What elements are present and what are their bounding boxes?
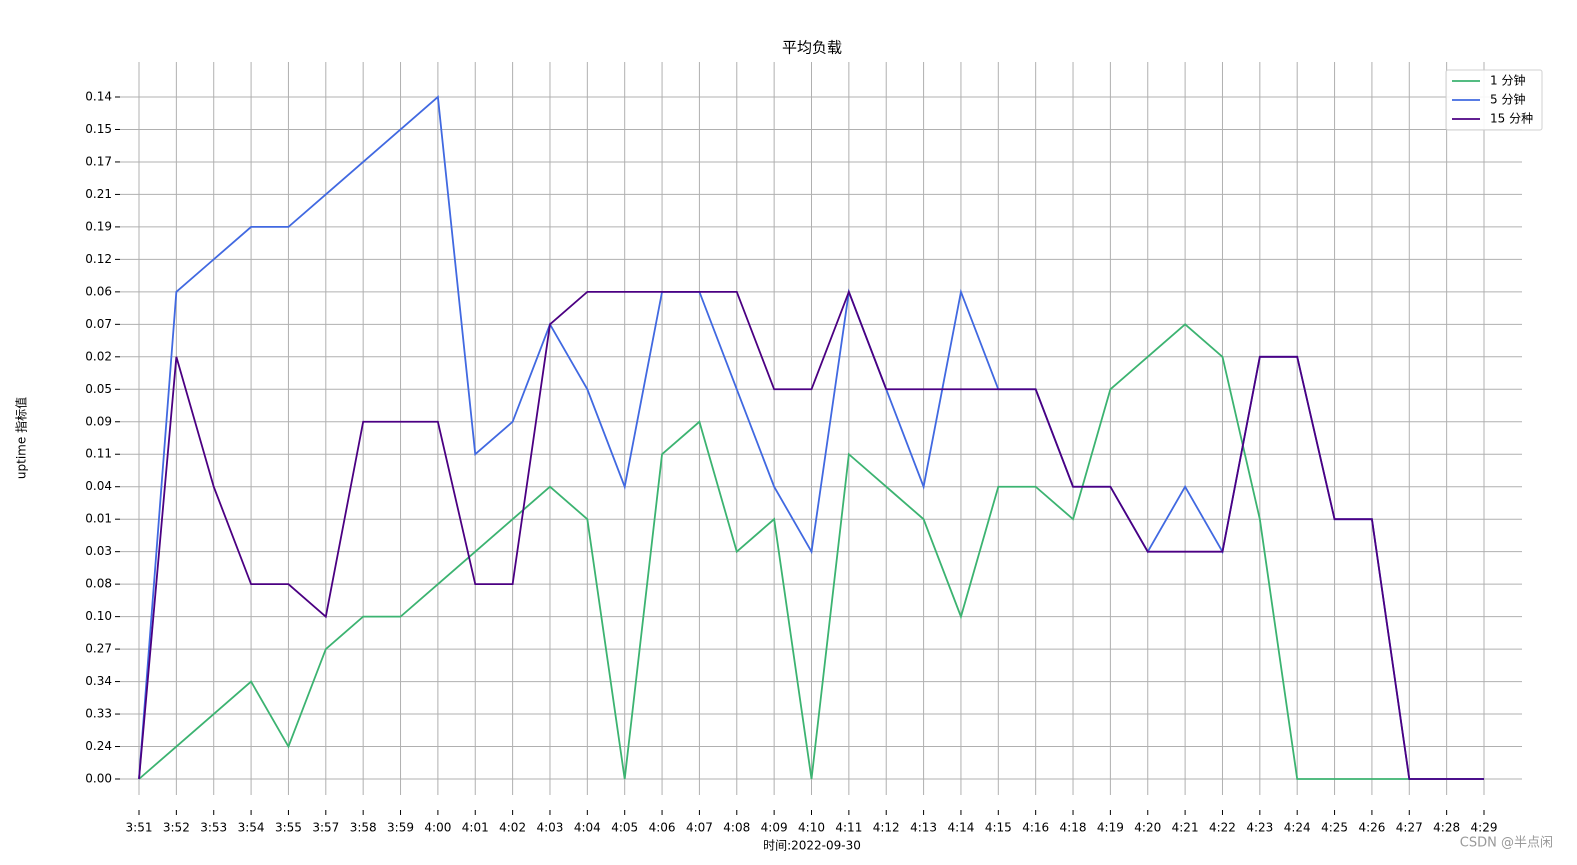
y-tick-label: 0.06	[85, 284, 112, 298]
x-tick-label: 4:20	[1134, 821, 1161, 835]
x-tick-label: 4:28	[1433, 821, 1460, 835]
y-tick-label: 0.08	[85, 577, 112, 591]
x-tick-label: 4:26	[1358, 821, 1385, 835]
x-tick-label: 4:01	[462, 821, 489, 835]
x-axis-label: 时间:2022-09-30	[763, 839, 861, 853]
x-tick-label: 4:16	[1022, 821, 1049, 835]
y-tick-label: 0.09	[85, 414, 112, 428]
watermark: CSDN @半点闲	[1460, 836, 1553, 851]
y-tick-label: 0.02	[85, 349, 112, 363]
y-tick-label: 0.07	[85, 317, 112, 331]
legend-label: 1 分钟	[1490, 73, 1525, 88]
x-tick-label: 4:07	[686, 821, 713, 835]
x-tick-label: 4:11	[835, 821, 862, 835]
x-tick-label: 4:29	[1471, 821, 1498, 835]
y-tick-label: 0.14	[85, 90, 112, 104]
x-tick-label: 4:19	[1097, 821, 1124, 835]
x-tick-label: 4:04	[574, 821, 601, 835]
x-tick-label: 4:13	[910, 821, 937, 835]
x-tick-label: 4:00	[424, 821, 451, 835]
line-series	[138, 323, 1484, 780]
x-tick-label: 4:24	[1284, 821, 1311, 835]
x-tick-label: 4:27	[1396, 821, 1423, 835]
x-tick-label: 3:58	[350, 821, 377, 835]
x-tick-label: 4:18	[1060, 821, 1087, 835]
x-tick-label: 4:23	[1246, 821, 1273, 835]
y-tick-label: 0.17	[85, 154, 112, 168]
x-tick-label: 3:51	[126, 821, 153, 835]
x-tick-label: 4:10	[798, 821, 825, 835]
legend-box	[1445, 69, 1543, 131]
y-tick-label: 0.11	[85, 447, 112, 461]
y-tick-label: 0.00	[85, 772, 112, 786]
legend-label: 15 分种	[1490, 112, 1533, 126]
x-tick-label: 3:57	[312, 821, 339, 835]
x-tick-label: 3:59	[387, 821, 414, 835]
x-tick-label: 4:03	[536, 821, 563, 835]
x-tick-label: 4:15	[985, 821, 1012, 835]
chart-title: 平均负载	[782, 39, 842, 57]
line-series	[138, 289, 1484, 780]
x-tick-label: 4:21	[1172, 821, 1199, 835]
x-tick-label: 4:09	[761, 821, 788, 835]
y-tick-label: 0.34	[85, 674, 112, 688]
x-tick-label: 3:53	[200, 821, 227, 835]
y-tick-label: 0.27	[85, 642, 112, 656]
y-tick-label: 0.03	[85, 544, 112, 558]
x-tick-label: 3:54	[238, 821, 265, 835]
y-tick-label: 0.05	[85, 382, 112, 396]
y-tick-label: 0.24	[85, 739, 112, 753]
y-tick-label: 0.01	[85, 512, 112, 526]
x-tick-label: 3:55	[275, 821, 302, 835]
x-tick-label: 4:06	[649, 821, 676, 835]
x-tick-label: 4:08	[723, 821, 750, 835]
legend: 1 分钟 5 分钟 15 分种	[1445, 69, 1543, 131]
y-tick-label: 0.12	[85, 252, 112, 266]
legend-label: 5 分钟	[1490, 92, 1525, 107]
y-tick-label: 0.21	[85, 187, 112, 201]
y-tick-label: 0.04	[85, 479, 112, 493]
x-tick-label: 4:22	[1209, 821, 1236, 835]
x-tick-label: 4:12	[873, 821, 900, 835]
y-tick-label: 0.10	[85, 609, 112, 623]
x-tick-label: 3:52	[163, 821, 190, 835]
y-axis-label: uptime 指标值	[14, 397, 29, 479]
x-tick-label: 4:05	[611, 821, 638, 835]
x-tick-label: 4:25	[1321, 821, 1348, 835]
y-tick-label: 0.15	[85, 122, 112, 136]
x-tick-label: 4:02	[499, 821, 526, 835]
y-tick-label: 0.19	[85, 219, 112, 233]
y-tick-label: 0.33	[85, 707, 112, 721]
x-tick-label: 4:14	[947, 821, 974, 835]
